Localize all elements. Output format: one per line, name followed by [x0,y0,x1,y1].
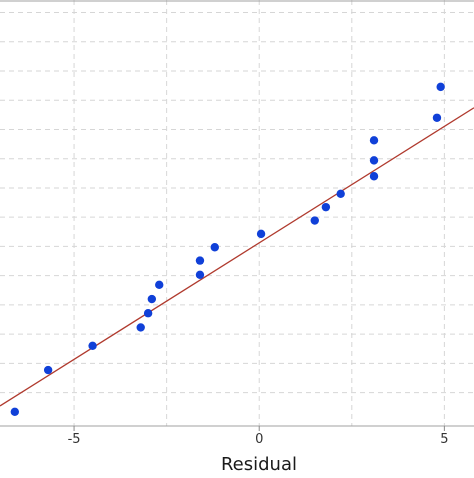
data-point [155,280,164,290]
x-axis-label: Residual [221,454,297,474]
data-point [436,82,445,92]
data-point [321,202,331,212]
fit-line-layer [0,107,474,407]
data-point [369,156,379,165]
label-layer: Residual -5 0 5 [68,432,449,475]
data-point [88,341,97,351]
x-tick-label: -5 [68,432,81,447]
fit-line [0,107,474,407]
data-point [310,216,319,225]
x-tick-label: 0 [255,432,263,447]
data-point [256,229,266,239]
data-point [195,256,205,265]
data-point [210,243,219,252]
data-point [195,270,205,280]
axis-layer [0,0,474,431]
data-point [369,172,379,181]
data-point [369,136,379,145]
x-tick-label: 5 [440,432,448,447]
points-layer [10,82,445,416]
data-point [136,323,145,332]
grid-layer [0,0,474,426]
data-point [432,113,442,122]
data-point [147,294,157,304]
data-point [143,309,153,318]
data-point [43,365,53,375]
data-point [10,407,20,416]
data-point [336,189,345,198]
